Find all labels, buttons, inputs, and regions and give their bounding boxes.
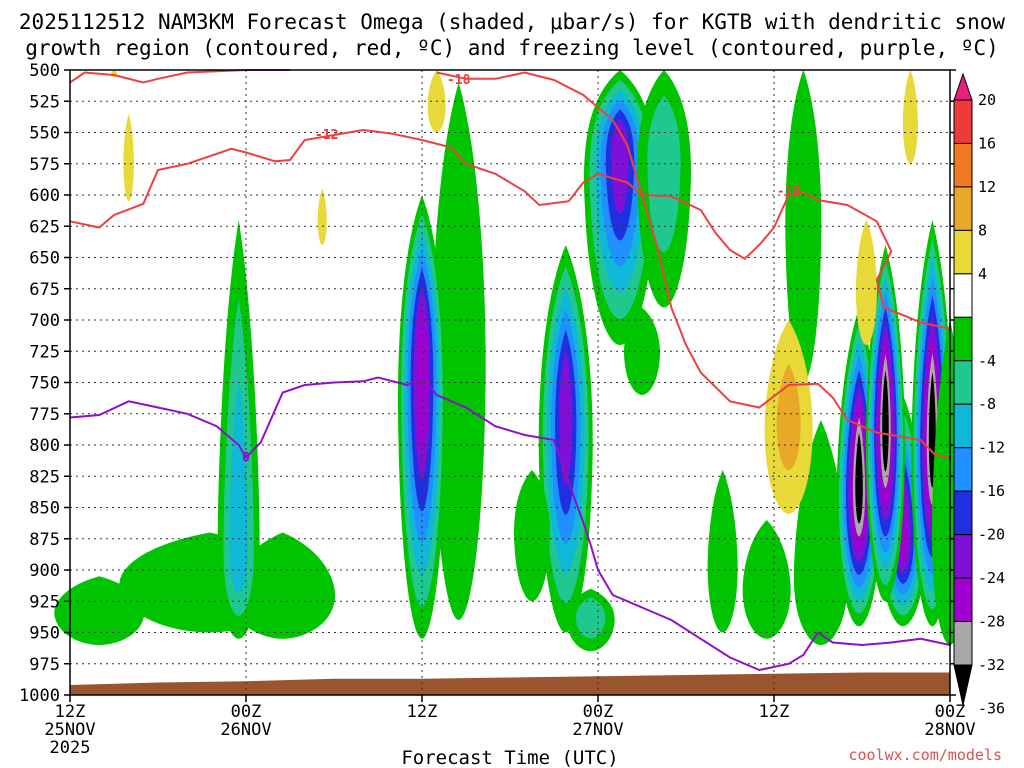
omega-descent-region [123,113,134,202]
x-tick-label: 28NOV [924,720,975,740]
colorbar-top-arrow [953,72,973,101]
y-tick-label: 825 [29,467,60,487]
freezing-level-label: 0 [242,451,250,466]
y-tick-label: 600 [29,186,60,206]
colorbar-bottom-arrow [953,664,973,706]
y-tick-label: 950 [29,624,60,644]
colorbar-label: -36 [978,699,1005,717]
omega-descent-region [855,220,877,345]
x-tick-label: 2025 [50,738,91,758]
y-tick-label: 800 [29,436,60,456]
colorbar-bin [953,273,973,318]
colorbar-bin [953,534,973,579]
y-tick-label: 625 [29,217,60,237]
colorbar-label: -8 [978,395,996,413]
x-axis-title: Forecast Time (UTC) [401,747,618,768]
y-tick-label: 500 [29,61,60,81]
omega-ascent-region [707,470,738,633]
colorbar-label: -4 [978,352,996,370]
colorbar-bin [953,316,973,362]
x-tick-label: 12Z [759,702,790,722]
chart-title-line-2: growth region (contoured, red, ºC) and f… [25,36,999,60]
dgz-contour-line [567,172,951,330]
y-tick-label: 550 [29,124,60,144]
y-tick-label: 575 [29,155,60,175]
terrain-fill [70,672,950,695]
terrain-layer [70,672,950,695]
dgz-contour-label: -18 [447,73,471,88]
plot-area: -12-12-18-180 [54,69,969,696]
omega-ascent-region [229,377,249,594]
colorbar-label: -12 [978,439,1005,457]
y-tick-label: 525 [29,92,60,112]
colorbar: 20 16 12 8 4 -4 -8 -12 -16 -20 -24 -28 -32 -36 [953,72,1005,717]
omega-ascent-region [855,432,863,524]
y-tick-label: 750 [29,374,60,394]
colorbar-bin [953,577,973,623]
y-tick-label: 650 [29,249,60,269]
colorbar-label: 16 [978,134,996,152]
y-tick-label: 925 [29,592,60,612]
omega-descent-region [902,70,918,164]
x-tick-label: 27NOV [572,720,623,740]
omega-ascent-region [928,372,936,488]
y-axis-pressure: 500 525 550 575 600 625 650 675 700 725 750 775 800 8… [19,61,956,706]
y-tick-label: 850 [29,499,60,519]
colorbar-bin [953,490,973,536]
colorbar-label: 12 [978,178,996,196]
credit-text: coolwx.com/models [848,746,1002,764]
y-tick-label: 975 [29,655,60,675]
y-tick-label: 875 [29,530,60,550]
x-tick-label: 00Z [231,702,262,722]
y-tick-label: 675 [29,280,60,300]
colorbar-label: 20 [978,91,996,109]
omega-ascent-region [513,470,551,602]
x-tick-label: 12Z [55,702,86,722]
omega-ascent-region [647,95,681,253]
dgz-contour-line [436,71,951,459]
y-tick-label: 725 [29,342,60,362]
x-tick-label: 12Z [407,702,438,722]
omega-ascent-region [623,307,661,395]
colorbar-label: 4 [978,265,987,283]
colorbar-bin [953,403,973,449]
x-tick-label: 00Z [583,702,614,722]
dgz-contour-label: -18 [777,184,801,199]
omega-descent-region [317,188,327,245]
colorbar-label: 8 [978,221,987,239]
dgz-contour-label: -12 [315,128,338,143]
colorbar-bin [953,360,973,405]
colorbar-bin [953,447,973,492]
omega-ascent-region [54,576,145,645]
colorbar-bin [953,621,973,666]
x-tick-label: 26NOV [220,720,271,740]
y-tick-label: 1000 [19,686,60,706]
y-tick-label: 900 [29,561,60,581]
colorbar-bin [953,99,973,144]
colorbar-bin [953,186,973,231]
omega-ascent-region [742,520,791,639]
omega-ascent-region [611,119,629,215]
omega-ascent-region [559,351,573,486]
omega-ascent-region [431,82,486,620]
colorbar-label: -28 [978,613,1005,631]
contour-layer: -12-12-18-180 [69,69,951,672]
x-tick-label: 25NOV [44,720,95,740]
colorbar-bin [953,229,973,275]
y-tick-label: 700 [29,311,60,331]
chart-title-line-1: 2025112512 NAM3KM Forecast Omega (shaded… [19,10,1006,34]
colorbar-label: -20 [978,526,1005,544]
colorbar-label: -16 [978,482,1005,500]
y-tick-label: 775 [29,405,60,425]
colorbar-bin [953,142,973,188]
freezing-level-contour [69,374,951,672]
omega-ascent-region [882,370,889,472]
colorbar-label: -24 [978,569,1005,587]
colorbar-label: -32 [978,656,1005,674]
dgz-contour-line [69,128,569,229]
x-tick-label: 00Z [935,702,966,722]
gridlines [70,70,950,695]
